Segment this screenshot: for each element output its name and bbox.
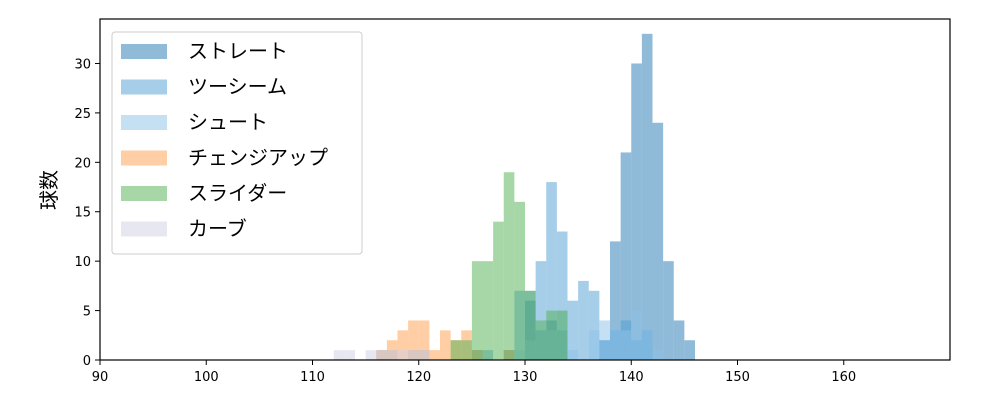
legend-item: カーブ [121, 217, 247, 241]
series-5-bars [450, 172, 568, 360]
histogram-bar [471, 261, 483, 360]
histogram-bar [641, 33, 653, 361]
legend-item: スライダー [121, 181, 287, 205]
x-tick-label: 90 [92, 370, 109, 385]
y-tick-label: 15 [74, 206, 91, 221]
x-tick-label: 100 [194, 370, 219, 385]
histogram-bar [333, 350, 345, 360]
legend-item: ストレート [121, 39, 288, 63]
histogram-bar [397, 350, 409, 360]
x-tick-label: 130 [513, 370, 538, 385]
histogram-bar [503, 172, 515, 360]
legend-swatch [121, 186, 167, 201]
histogram-bar [652, 122, 664, 360]
histogram-bar [567, 350, 579, 360]
x-tick-label: 160 [831, 370, 856, 385]
histogram-bar [663, 261, 674, 360]
legend-swatch [121, 44, 167, 59]
histogram-bar [631, 310, 642, 360]
histogram-bar [556, 231, 568, 360]
histogram-bar [397, 330, 409, 360]
legend-label: チェンジアップ [188, 146, 328, 170]
histogram-bar [418, 320, 430, 360]
legend-swatch [121, 79, 167, 95]
histogram-bar [408, 320, 419, 360]
histogram-bar [652, 350, 664, 360]
histogram-bar [482, 261, 494, 360]
histogram-bar [376, 350, 387, 360]
histogram-bar [588, 330, 600, 360]
legend-box [111, 31, 363, 255]
x-tick-label: 110 [300, 370, 325, 385]
histogram-bar [610, 330, 621, 360]
x-tick-label: 150 [725, 370, 750, 385]
y-tick-label: 25 [74, 107, 91, 122]
y-tick-label: 30 [74, 57, 91, 72]
histogram-bar [365, 350, 377, 360]
histogram-bar [344, 350, 355, 360]
legend-swatch [121, 115, 167, 130]
histogram-bar [440, 330, 451, 360]
legend-item: チェンジアップ [121, 146, 328, 170]
legend-label: シュート [188, 110, 268, 134]
y-tick-label: 5 [83, 305, 91, 320]
x-tick-label: 120 [406, 370, 431, 385]
histogram-bar [546, 310, 557, 360]
legend-item: シュート [121, 110, 268, 134]
y-tick-label: 20 [74, 156, 91, 171]
histogram-bar [429, 350, 440, 360]
histogram-bar [578, 280, 589, 360]
histogram-bar [546, 182, 557, 360]
histogram-bar [408, 350, 419, 360]
histogram-bar [535, 320, 547, 360]
histogram-bar [631, 63, 642, 360]
histogram-bars [333, 33, 695, 361]
legend-label: スライダー [188, 181, 287, 205]
histogram-bar [673, 320, 685, 360]
histogram-bar [610, 241, 621, 360]
histogram-bar [599, 320, 610, 360]
legend-label: ストレート [188, 39, 288, 63]
histogram-bar [386, 350, 398, 360]
histogram-bar [620, 152, 632, 360]
y-axis-label: 球数 [37, 170, 61, 210]
y-tick-label: 0 [83, 354, 91, 369]
histogram-bar [535, 261, 547, 360]
histogram-bar [556, 310, 568, 360]
legend-swatch [121, 221, 167, 237]
legend-label: ツーシーム [188, 75, 287, 99]
histogram-bar [418, 350, 430, 360]
histogram-bar [567, 300, 579, 360]
histogram-bar [514, 201, 525, 360]
y-tick-label: 10 [74, 255, 91, 270]
series-6-bars [333, 350, 430, 360]
x-tick-label: 140 [619, 370, 644, 385]
y-axis-ticks: 0 5 10 15 20 25 30 [74, 57, 100, 369]
histogram-bar [684, 340, 695, 360]
legend-swatch [121, 150, 167, 166]
histogram-bar [525, 290, 536, 360]
histogram-bar [588, 290, 600, 360]
x-axis-ticks: 90 100 110 120 130 140 150 160 [92, 360, 856, 385]
legend-item: ツーシーム [121, 75, 287, 99]
histogram-bar [620, 330, 632, 360]
legend-label: カーブ [188, 217, 247, 241]
histogram-bar [450, 340, 462, 360]
histogram-bar [493, 221, 504, 360]
histogram-bar [641, 330, 653, 360]
histogram-bar [461, 340, 472, 360]
